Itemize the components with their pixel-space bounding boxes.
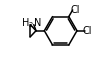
- Text: H$_2$N: H$_2$N: [20, 16, 41, 30]
- Text: Cl: Cl: [82, 26, 91, 36]
- Text: Cl: Cl: [70, 5, 79, 15]
